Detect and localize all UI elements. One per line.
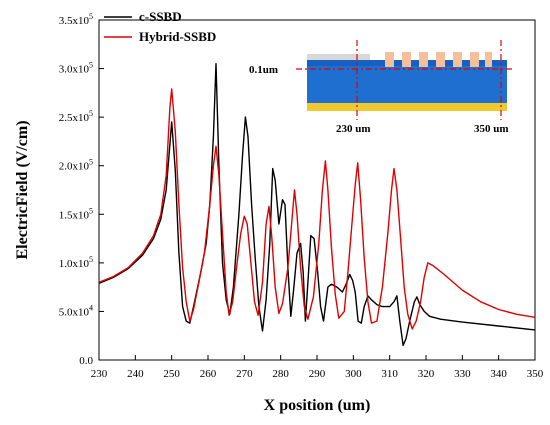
x-tick-label: 250 bbox=[163, 368, 180, 380]
y-axis-title: ElectricField (V/cm) bbox=[14, 120, 31, 259]
x-tick-label: 320 bbox=[418, 368, 435, 380]
inset-electrode-pads bbox=[385, 52, 492, 67]
legend-label-hybrid-ssbd: Hybrid-SSBD bbox=[139, 29, 216, 44]
legend-label-c-ssbd: c-SSBD bbox=[139, 9, 182, 24]
x-tick-label: 340 bbox=[490, 368, 507, 380]
x-axis-title: X position (um) bbox=[264, 397, 371, 414]
x-tick-label: 280 bbox=[272, 368, 289, 380]
x-tick-label: 240 bbox=[127, 368, 144, 380]
y-axis-ticks: 0.0 5.0x104 1.0x105 1.5x105 2.0x105 2.5x105 3.… bbox=[59, 12, 104, 367]
y-tick-label: 1.5x105 bbox=[59, 206, 93, 221]
x-tick-label: 230 bbox=[91, 368, 108, 380]
x-axis-ticks: 230 240 250 260 270 280 290 300 310 320 330 340 350 bbox=[91, 355, 544, 380]
inset-label-right: 350 um bbox=[474, 123, 509, 135]
y-tick-label: 1.0x105 bbox=[59, 255, 93, 270]
inset-label-thickness: 0.1um bbox=[249, 64, 278, 76]
electrode-pad bbox=[470, 52, 479, 67]
electrode-pad bbox=[402, 52, 411, 67]
x-tick-label: 260 bbox=[200, 368, 217, 380]
series-lines bbox=[98, 63, 536, 347]
x-tick-label: 310 bbox=[381, 368, 398, 380]
x-tick-label: 350 bbox=[527, 368, 544, 380]
y-tick-label: 5.0x104 bbox=[59, 303, 93, 318]
legend: c-SSBD Hybrid-SSBD bbox=[104, 9, 216, 44]
x-tick-label: 300 bbox=[345, 368, 362, 380]
electrode-pad bbox=[419, 52, 428, 67]
inset-substrate-layer bbox=[307, 66, 507, 103]
x-tick-label: 270 bbox=[236, 368, 253, 380]
inset-gold-layer bbox=[307, 103, 507, 111]
electrode-pad bbox=[385, 52, 394, 67]
x-tick-label: 330 bbox=[454, 368, 471, 380]
y-tick-label: 3.0x105 bbox=[59, 61, 93, 76]
inset-label-left: 230 um bbox=[336, 123, 371, 135]
electrode-pad bbox=[485, 52, 492, 67]
x-tick-label: 290 bbox=[309, 368, 326, 380]
series-line-hybrid-ssbd bbox=[98, 88, 536, 330]
device-structure-inset: 0.1um 230 um 350 um bbox=[249, 40, 515, 135]
y-tick-label: 2.0x105 bbox=[59, 158, 93, 173]
y-tick-label: 2.5x105 bbox=[59, 109, 93, 124]
electrode-pad bbox=[436, 52, 445, 67]
y-tick-label: 3.5x105 bbox=[59, 12, 93, 27]
inset-oxide-layer bbox=[307, 54, 370, 61]
electrode-pad bbox=[453, 52, 462, 67]
y-tick-label: 0.0 bbox=[79, 355, 93, 367]
